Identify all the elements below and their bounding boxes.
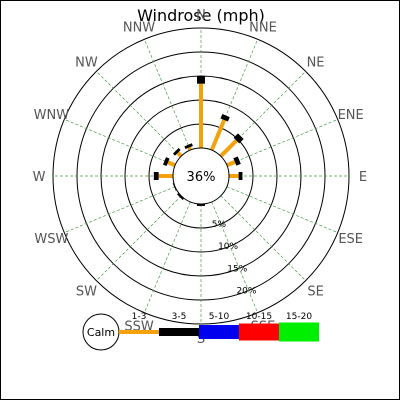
bar-nne-3-5 [224,116,226,120]
ring-label-3: 15% [227,264,247,274]
ring-label-1: 5% [212,220,227,230]
direction-label-e: E [359,170,367,185]
bar-nw-3-5 [176,151,178,153]
ring-labels: 5% 10% 15% 20% [212,220,257,297]
direction-label-sw: SW [76,285,97,300]
legend-label-1-3: 1-3 [132,312,147,322]
spoke-ese [227,187,338,233]
bar-ne-1-3 [221,141,237,157]
direction-label-ene: ENE [338,108,364,123]
spoke-nnw [144,39,190,150]
bar-nnw-3-5 [188,145,189,148]
legend-bar-1-3 [119,330,159,334]
direction-label-nw: NW [75,55,98,70]
legend-label-10-15: 10-15 [246,312,272,322]
legend-bar-5-10 [199,325,239,339]
legend-label-3-5: 3-5 [172,312,187,322]
legend-bar-3-5 [159,328,199,336]
direction-label-ese: ESE [338,232,363,247]
bar-ne-3-5 [236,136,240,140]
bar-nw-1-3 [178,153,181,156]
calm-percent-label: 36% [187,170,216,185]
legend-label-5-10: 5-10 [209,312,230,322]
bar-wnw-3-5 [164,161,168,162]
direction-label-wsw: WSW [34,232,68,247]
spoke-nw [96,71,181,156]
legend-bar-15-20 [279,323,319,342]
spoke-wsw [64,187,175,233]
bar-ene-3-5 [235,160,239,162]
spoke-ssw [144,202,190,313]
bar-ene-1-3 [227,162,235,165]
direction-label-se: SE [307,285,323,300]
ring-label-4: 20% [236,287,256,297]
direction-label-w: W [33,170,46,185]
bar-nne-1-3 [212,120,224,150]
direction-label-n: N [196,8,206,23]
direction-label-nne: NNE [249,20,277,35]
spoke-ene [227,119,338,165]
bar-wnw-1-3 [168,162,175,165]
spoke-wnw [64,119,175,165]
direction-label-nnw: NNW [123,20,155,35]
legend-label-15-20: 15-20 [286,312,312,322]
direction-label-wnw: WNW [34,108,70,123]
spoke-sw [96,196,181,281]
direction-label-ne: NE [307,55,325,70]
legend-bar-10-15 [239,324,279,341]
legend-calm-label: Calm [87,326,115,339]
ring-label-2: 10% [218,242,238,252]
